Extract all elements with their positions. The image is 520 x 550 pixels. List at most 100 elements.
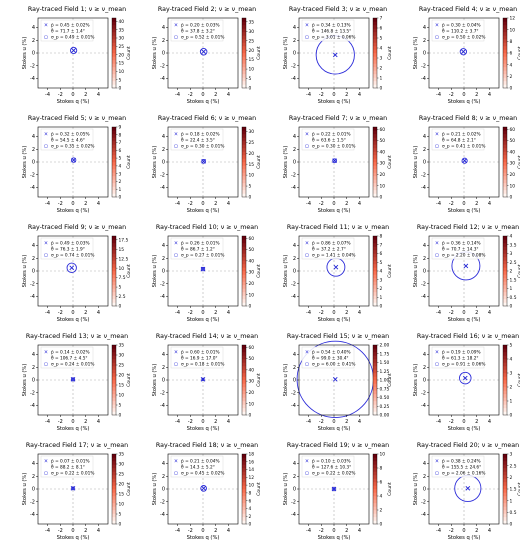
colorbar-tick-label: 1.5 [510,487,517,493]
colorbar-segment [373,394,377,398]
colorbar-segment [112,492,116,497]
sigma-circle [201,159,206,164]
colorbar-segment [112,18,116,22]
colorbar-segment [373,169,377,173]
y-tick-label: 0 [32,378,35,384]
colorbar-segment [503,517,507,521]
x-tick-label: -2 [58,528,63,534]
colorbar-segment [112,165,116,170]
sigma-circle [459,371,472,385]
y-tick-label: 0 [293,378,296,384]
colorbar-segment [503,362,507,367]
colorbar-tick-label: 50 [380,138,386,144]
x-tick-label: 2 [475,528,478,534]
legend-entry: σ_p = 0.30 ± 0.01% [181,144,224,150]
legend-entry: σ_p = 0.35 ± 0.02% [51,144,94,150]
panel-title: Ray-traced Field 19; ν ≥ ν_mean [287,442,389,449]
colorbar-segment [242,165,246,170]
colorbar-segment [503,302,507,307]
colorbar-segment [503,257,507,261]
colorbar-tick-label: 10 [249,173,255,179]
colorbar-tick-label: 15 [119,492,125,498]
colorbar-tick-label: 8 [380,466,383,472]
panel-field-4: Ray-traced Field 4; ν ≥ ν_mean-4-4-2-200… [413,6,520,105]
colorbar-segment [503,475,507,479]
colorbar-segment [503,345,507,349]
colorbar-segment [373,236,377,240]
colorbar-segment [373,373,377,377]
colorbar-tick-label: 3 [510,371,513,377]
colorbar-segment [373,25,377,29]
x-tick-label: -4 [175,528,180,534]
colorbar-segment [112,397,116,402]
x-tick-label: 2 [84,310,87,316]
colorbar-segment [503,489,507,493]
colorbar-segment [373,278,377,282]
colorbar-segment [112,130,116,135]
x-tick-label: 2 [475,92,478,98]
y-tick-label: 4 [32,134,35,140]
colorbar-segment [373,46,377,50]
y-tick-label: -4 [160,294,165,300]
legend-circle-icon: ○ [44,144,48,150]
panel-title: Ray-traced Field 15; ν ≥ ν_mean [287,333,389,340]
colorbar-tick-label: 0 [119,195,122,201]
y-axis-label: Stokes u (%) [152,37,158,70]
colorbar-segment [112,411,116,416]
y-axis-label: Stokes u (%) [283,37,289,70]
panel-title: Ray-traced Field 4; ν ≥ ν_mean [419,6,517,13]
colorbar: 0 5 10 15 20 25 30 Count [241,126,262,201]
colorbar-segment [242,49,246,54]
colorbar-segment [242,278,246,282]
colorbar-frame [241,126,247,198]
colorbar-tick-label: 60 [249,345,255,351]
x-tick-label: 2 [345,528,348,534]
y-tick-label: 0 [423,51,426,57]
colorbar-tick-label: 0 [510,413,513,419]
colorbar-segment [112,186,116,191]
colorbar-segment [112,250,116,254]
x-tick-label: 0 [332,201,335,207]
colorbar-segment [112,158,116,163]
colorbar-tick-label: 15 [119,247,125,253]
colorbar-segment [503,179,507,184]
colorbar-segment [242,461,246,465]
x-axis-label: Stokes q (%) [448,317,481,323]
colorbar-segment [373,151,377,156]
colorbar-label: Count [517,155,520,169]
x-tick-label: -4 [306,419,311,425]
colorbar-segment [112,74,116,78]
colorbar-segment [112,348,116,353]
colorbar-segment [373,376,377,381]
legend-cross-icon: × [435,241,439,247]
x-tick-label: 0 [71,419,74,425]
legend-entry: p̄ = 0.49 ± 0.03% [51,241,90,247]
colorbar-segment [503,369,507,374]
x-axis-label: Stokes q (%) [318,208,351,214]
x-tick-label: 4 [97,419,100,425]
colorbar-tick-label: 5 [119,285,122,291]
colorbar-segment [373,84,377,89]
legend-entry: p̄ = 0.07 ± 0.01% [51,459,90,465]
colorbar-segment [242,158,246,163]
colorbar-segment [112,285,116,289]
colorbar-segment [503,383,507,388]
colorbar-segment [503,482,507,486]
legend: × p̄ = 0.26 ± 0.01%θ̄ = 86.7 ± 1.2°○ σ_p =… [170,237,224,260]
y-tick-label: -4 [30,403,35,409]
y-tick-label: -2 [291,281,296,287]
colorbar-segment [242,84,246,89]
x-axis-label: Stokes q (%) [318,535,351,541]
colorbar-segment [503,404,507,409]
legend: × p̄ = 0.38 ± 0.24%θ̄ = 155.5 ± 24.6°○ σ_p… [431,455,485,478]
colorbar-segment [373,144,377,149]
colorbar-label: Count [256,155,262,169]
colorbar-segment [503,186,507,191]
colorbar-segment [112,179,116,184]
y-axis-label: Stokes u (%) [22,364,28,397]
x-tick-label: -4 [45,310,50,316]
y-tick-label: 2 [423,365,426,371]
y-tick-label: 2 [162,147,165,153]
colorbar-tick-label: 20 [249,390,255,396]
x-tick-label: 2 [345,92,348,98]
